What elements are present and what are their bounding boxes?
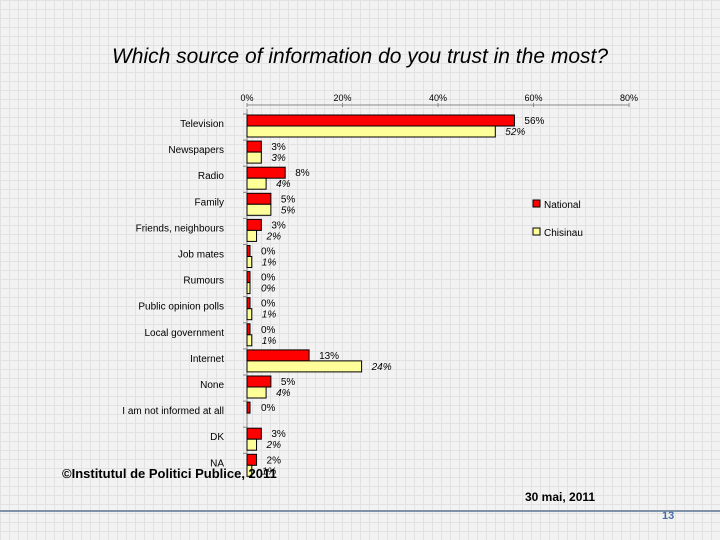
data-label: 52% <box>505 127 525 138</box>
data-label: 5% <box>281 377 296 388</box>
legend-swatch-chisinau <box>532 227 541 236</box>
data-label: 4% <box>276 388 291 399</box>
category-label: DK <box>210 432 224 443</box>
bar-chisinau <box>246 256 253 268</box>
bar-national <box>246 401 251 414</box>
bar-national <box>246 192 272 205</box>
bar-chisinau <box>246 438 258 451</box>
data-label: 0% <box>261 299 276 310</box>
data-label: 8% <box>295 168 310 179</box>
bar-chisinau <box>246 360 363 373</box>
category-label: Newspapers <box>168 145 224 156</box>
category-label: Internet <box>190 354 224 365</box>
category-label: Friends, neighbours <box>136 223 224 234</box>
bar-chisinau <box>246 308 253 321</box>
category-label: None <box>200 380 224 391</box>
category-label: Radio <box>198 171 225 182</box>
data-label: 1% <box>262 336 277 347</box>
data-label: 24% <box>371 362 392 373</box>
bar-national <box>246 427 262 440</box>
category-label: Family <box>195 197 224 208</box>
data-label: 0% <box>261 284 276 295</box>
data-label: 56% <box>524 116 544 127</box>
category-label: Local government <box>145 328 225 339</box>
bar-chisinau <box>246 464 253 477</box>
data-label: 2% <box>267 455 282 466</box>
chart-title: Which source of information do you trust… <box>111 45 609 68</box>
data-label: 1% <box>262 466 277 477</box>
legend-label-chisinau: Chisinau <box>544 228 583 239</box>
category-label: Public opinion polls <box>138 302 224 313</box>
bar-chisinau <box>246 386 267 399</box>
category-label: Rumours <box>183 276 224 287</box>
bar-chisinau <box>246 151 262 164</box>
data-label: 2% <box>266 231 282 242</box>
legend-swatch-national <box>532 199 541 208</box>
data-label: 3% <box>271 429 286 440</box>
bar-chisinau <box>246 229 258 242</box>
data-label: 5% <box>281 194 296 205</box>
legend-label-national: National <box>544 200 581 211</box>
data-label: 2% <box>266 440 282 451</box>
category-label: NA <box>210 458 224 469</box>
bar-national <box>246 297 251 310</box>
data-label: 1% <box>262 258 277 269</box>
category-label: Television <box>180 119 224 130</box>
bar-national <box>246 323 251 336</box>
bar-chisinau <box>246 203 272 216</box>
data-label: 3% <box>271 153 286 164</box>
category-label: Job mates <box>178 250 224 261</box>
data-label: 13% <box>319 351 339 362</box>
page-number: 13 <box>662 510 675 522</box>
bar-chisinau <box>246 334 253 347</box>
x-tick-label: 20% <box>333 93 351 103</box>
bar-national <box>246 140 262 153</box>
bar-national <box>246 114 515 127</box>
x-tick-label: 0% <box>240 93 253 103</box>
bar-national <box>246 166 286 179</box>
footer-date: 30 mai, 2011 <box>525 490 596 504</box>
data-label: 1% <box>262 310 277 321</box>
footer-divider <box>0 510 720 512</box>
data-label: 0% <box>261 247 276 258</box>
category-label: I am not informed at all <box>122 406 224 417</box>
data-label: 0% <box>261 273 276 284</box>
data-label: 3% <box>271 220 286 231</box>
data-label: 4% <box>276 179 291 190</box>
bar-national <box>246 245 251 257</box>
footer-credit: ©Institutul de Politici Publice, 2011 <box>62 466 277 481</box>
data-label: 5% <box>281 205 296 216</box>
x-tick-label: 80% <box>620 93 638 103</box>
bar-chisinau <box>246 282 251 295</box>
x-tick-label: 40% <box>429 93 447 103</box>
bar-chisinau <box>246 125 496 138</box>
data-label: 0% <box>261 403 276 414</box>
bar-chisinau <box>246 177 267 190</box>
bar-national <box>246 453 258 466</box>
bar-national <box>246 349 310 362</box>
x-tick-label: 60% <box>524 93 542 103</box>
bar-national <box>246 271 251 284</box>
data-label: 0% <box>261 325 276 336</box>
bar-national <box>246 375 272 388</box>
bar-national <box>246 218 262 231</box>
data-label: 3% <box>271 142 286 153</box>
